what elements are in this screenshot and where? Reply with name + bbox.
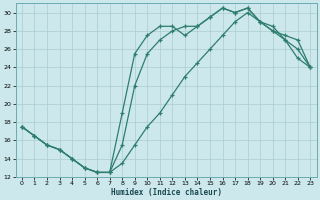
X-axis label: Humidex (Indice chaleur): Humidex (Indice chaleur): [111, 188, 221, 197]
